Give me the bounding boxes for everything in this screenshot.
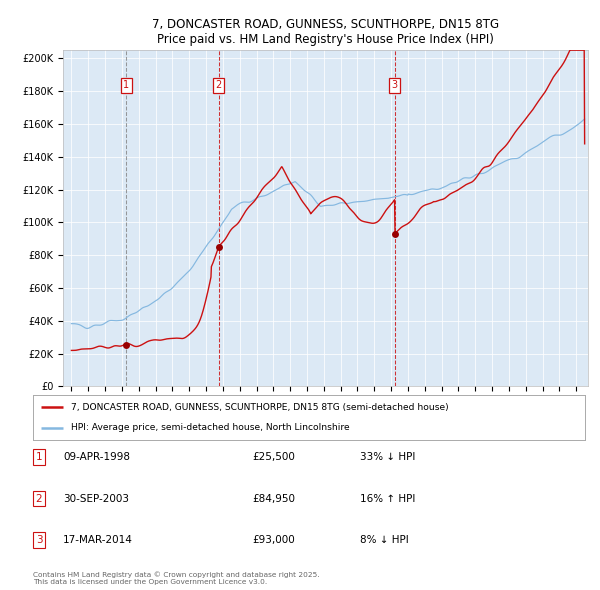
Text: 16% ↑ HPI: 16% ↑ HPI xyxy=(360,494,415,503)
Text: 33% ↓ HPI: 33% ↓ HPI xyxy=(360,453,415,462)
Title: 7, DONCASTER ROAD, GUNNESS, SCUNTHORPE, DN15 8TG
Price paid vs. HM Land Registry: 7, DONCASTER ROAD, GUNNESS, SCUNTHORPE, … xyxy=(152,18,499,46)
Text: HPI: Average price, semi-detached house, North Lincolnshire: HPI: Average price, semi-detached house,… xyxy=(71,423,349,432)
Text: 1: 1 xyxy=(35,453,43,462)
Text: 1: 1 xyxy=(124,80,130,90)
Text: £84,950: £84,950 xyxy=(252,494,295,503)
Text: 17-MAR-2014: 17-MAR-2014 xyxy=(63,535,133,545)
Text: 30-SEP-2003: 30-SEP-2003 xyxy=(63,494,129,503)
Text: 3: 3 xyxy=(35,535,43,545)
Text: £25,500: £25,500 xyxy=(252,453,295,462)
Text: 3: 3 xyxy=(392,80,398,90)
Text: 09-APR-1998: 09-APR-1998 xyxy=(63,453,130,462)
Text: Contains HM Land Registry data © Crown copyright and database right 2025.
This d: Contains HM Land Registry data © Crown c… xyxy=(33,572,320,585)
Text: £93,000: £93,000 xyxy=(252,535,295,545)
Text: 7, DONCASTER ROAD, GUNNESS, SCUNTHORPE, DN15 8TG (semi-detached house): 7, DONCASTER ROAD, GUNNESS, SCUNTHORPE, … xyxy=(71,403,448,412)
Text: 2: 2 xyxy=(35,494,43,503)
Text: 8% ↓ HPI: 8% ↓ HPI xyxy=(360,535,409,545)
Text: 2: 2 xyxy=(215,80,222,90)
